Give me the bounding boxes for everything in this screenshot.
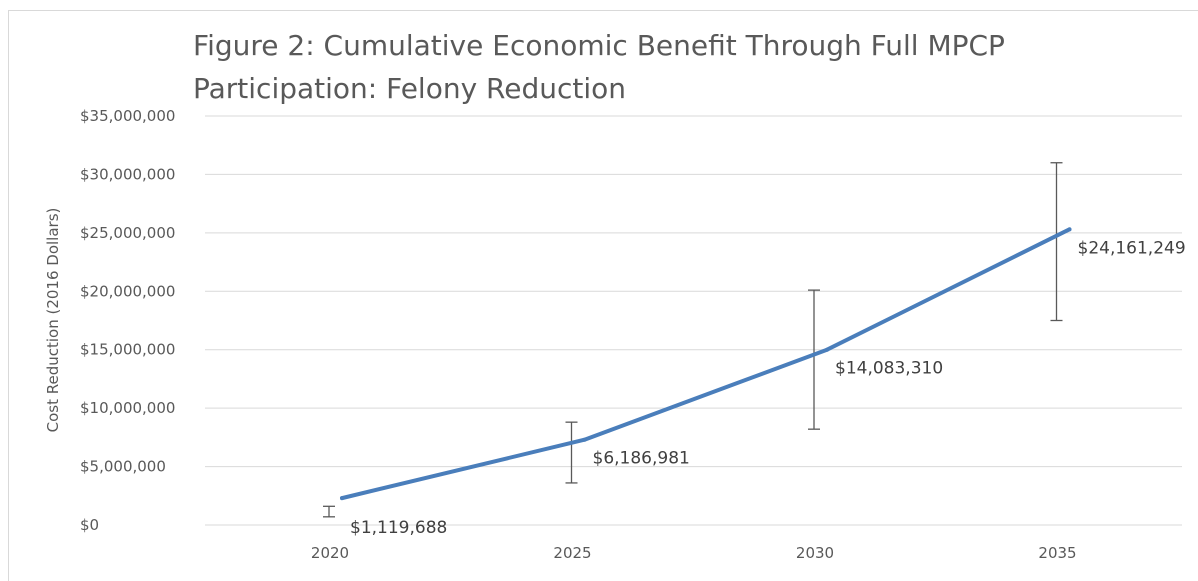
y-tick-label: $10,000,000 [80,399,175,417]
y-tick-label: $25,000,000 [80,224,175,242]
series-line [340,227,1072,501]
y-tick-label: $35,000,000 [80,107,175,125]
chart-title-line-2: Participation: Felony Reduction [193,72,626,105]
data-label: $1,119,688 [350,518,447,538]
y-axis-ticks: $0 $5,000,000 $10,000,000 $15,000,000 $20,00… [80,107,175,534]
x-tick-label: 2025 [553,544,591,562]
y-axis-label: Cost Reduction (2016 Dollars) [44,208,62,433]
data-point-2 [825,347,829,352]
data-label: $14,083,310 [835,359,943,379]
data-labels: $1,119,688 $6,186,981 $14,083,310 $24,161,2… [350,238,1186,538]
data-label: $6,186,981 [593,449,690,469]
series-line-group [340,227,1072,501]
chart-title-line-1: Figure 2: Cumulative Economic Benefit Th… [193,29,1005,62]
x-axis-ticks: 2020 2025 2030 2035 [311,544,1077,562]
y-tick-label: $5,000,000 [80,458,166,476]
gridlines [205,115,1182,526]
error-bars [323,162,1063,518]
y-tick-label: $20,000,000 [80,282,175,300]
y-tick-label: $0 [80,516,99,534]
chart-frame [8,10,1198,581]
x-tick-label: 2035 [1038,544,1076,562]
data-point-3 [1067,227,1072,232]
data-point-1 [582,437,587,442]
data-label: $24,161,249 [1078,238,1186,258]
x-tick-label: 2030 [796,544,834,562]
x-tick-label: 2020 [311,544,349,562]
y-tick-label: $30,000,000 [80,165,175,183]
y-tick-label: $15,000,000 [80,341,175,359]
data-point-0 [340,496,344,501]
